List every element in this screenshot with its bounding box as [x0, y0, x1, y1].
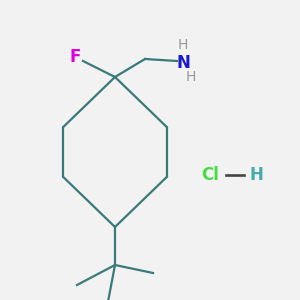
Text: H: H	[249, 166, 263, 184]
Text: F: F	[69, 48, 81, 66]
Text: H: H	[186, 70, 196, 84]
Text: Cl: Cl	[201, 166, 219, 184]
Text: N: N	[176, 54, 190, 72]
Text: H: H	[178, 38, 188, 52]
